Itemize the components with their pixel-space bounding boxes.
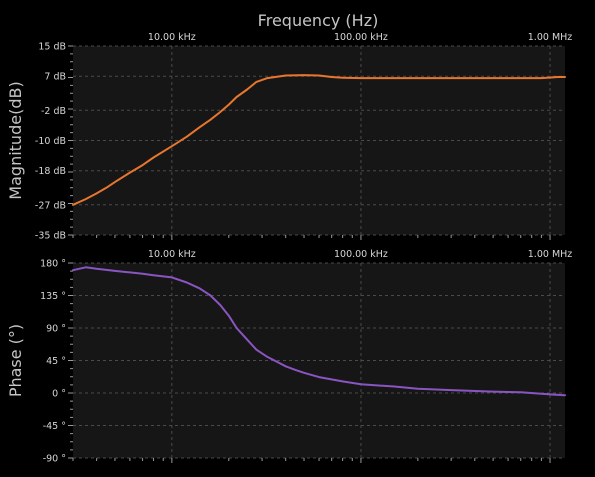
x-tick-label: 10.00 kHz bbox=[148, 32, 196, 43]
phase-series-line bbox=[72, 266, 566, 397]
y-tick-label: -90 ° bbox=[43, 454, 66, 465]
y-tick-label: 0 ° bbox=[52, 389, 66, 400]
magnitude-series-line bbox=[72, 74, 566, 206]
y-tick-label: 15 dB bbox=[38, 42, 66, 53]
y-tick-label: 90 ° bbox=[46, 324, 66, 335]
y-axis-title: Phase (°) bbox=[6, 324, 25, 397]
x-tick-label: 100.00 kHz bbox=[334, 249, 388, 260]
x-tick-label: 1.00 MHz bbox=[528, 249, 573, 260]
x-tick-label: 100.00 kHz bbox=[334, 32, 388, 43]
magnitude-panel: 15 dB 7 dB -2 dB -10 dB -18 dB -27 dB -35 dB 10… bbox=[6, 32, 572, 242]
y-tick-label: 45 ° bbox=[46, 356, 66, 367]
y-tick-label: 7 dB bbox=[44, 72, 66, 83]
chart-title: Frequency (Hz) bbox=[258, 11, 379, 30]
y-tick-label: -35 dB bbox=[35, 231, 66, 242]
y-tick-label: 135 ° bbox=[40, 291, 66, 302]
y-tick-label: 180 ° bbox=[40, 259, 66, 270]
y-tick-label: -2 dB bbox=[41, 106, 66, 117]
x-tick-label: 1.00 MHz bbox=[528, 32, 573, 43]
phase-panel: 180 ° 135 ° 90 ° 45 ° 0 ° -45 ° -90 ° 10.00 kHz… bbox=[6, 249, 572, 465]
y-tick-label: -18 dB bbox=[35, 166, 66, 177]
y-axis-title: Magnitude(dB) bbox=[6, 81, 25, 199]
y-tick-label: -10 dB bbox=[35, 136, 66, 147]
y-tick-label: -45 ° bbox=[43, 421, 66, 432]
x-tick-label: 10.00 kHz bbox=[148, 249, 196, 260]
y-tick-label: -27 dB bbox=[35, 200, 66, 211]
